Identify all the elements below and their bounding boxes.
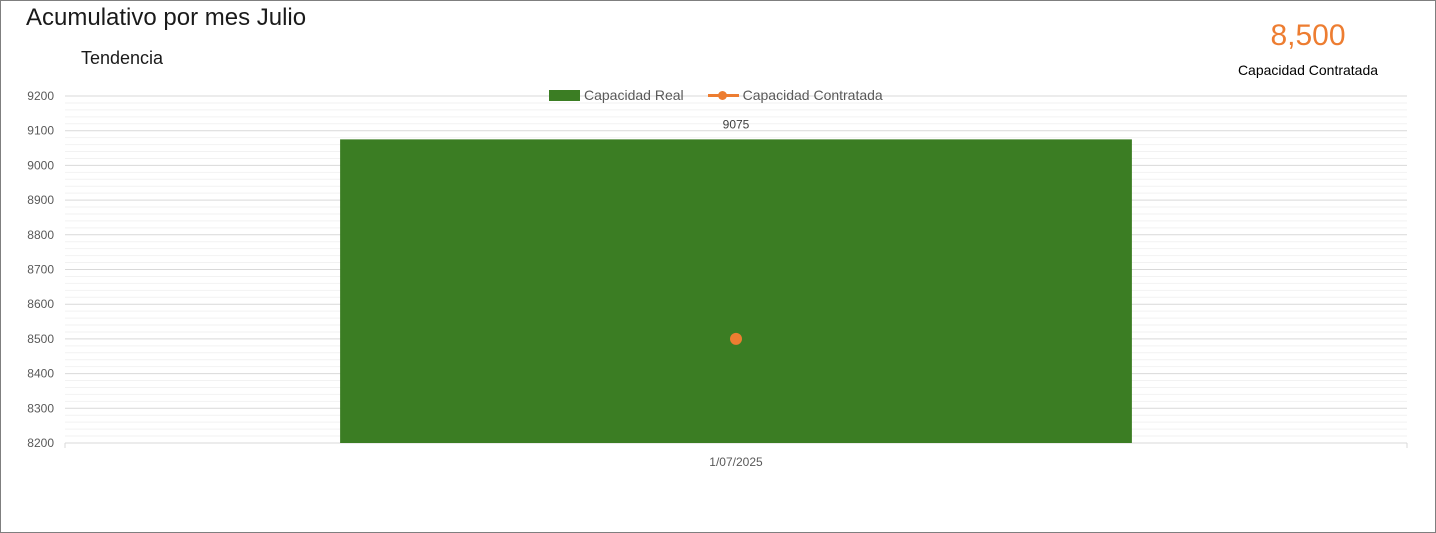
y-tick-label: 8300 — [27, 401, 54, 415]
legend-swatch-real — [549, 89, 580, 101]
y-tick-label: 8800 — [27, 228, 54, 242]
y-tick-label: 8600 — [27, 297, 54, 311]
y-tick-label: 8500 — [27, 332, 54, 346]
y-tick-label: 9100 — [27, 124, 54, 138]
y-tick-label: 9200 — [27, 89, 54, 103]
legend-item-real[interactable]: Capacidad Real — [549, 87, 684, 103]
chart-legend: Capacidad Real Capacidad Contratada — [549, 87, 907, 103]
y-tick-label: 9000 — [27, 158, 54, 172]
legend-label-contratada: Capacidad Contratada — [742, 87, 883, 103]
bar-data-label: 9075 — [723, 117, 750, 131]
legend-item-contratada[interactable]: Capacidad Contratada — [707, 87, 883, 103]
x-tick-label: 1/07/2025 — [709, 455, 763, 469]
kpi-label: Capacidad Contratada — [1237, 62, 1379, 78]
legend-swatch-contratada — [707, 90, 739, 101]
y-tick-label: 8400 — [27, 367, 54, 381]
chart-subtitle: Tendencia — [81, 48, 164, 68]
legend-label-real: Capacidad Real — [584, 87, 684, 103]
y-tick-label: 8200 — [27, 436, 54, 450]
y-tick-label: 8700 — [27, 263, 54, 277]
chart-title: Acumulativo por mes Julio — [26, 4, 307, 31]
kpi-value: 8,500 — [1270, 19, 1346, 52]
bar-capacidad-real — [340, 139, 1132, 443]
point-capacidad-contratada — [730, 332, 742, 345]
y-tick-label: 8900 — [27, 193, 54, 207]
